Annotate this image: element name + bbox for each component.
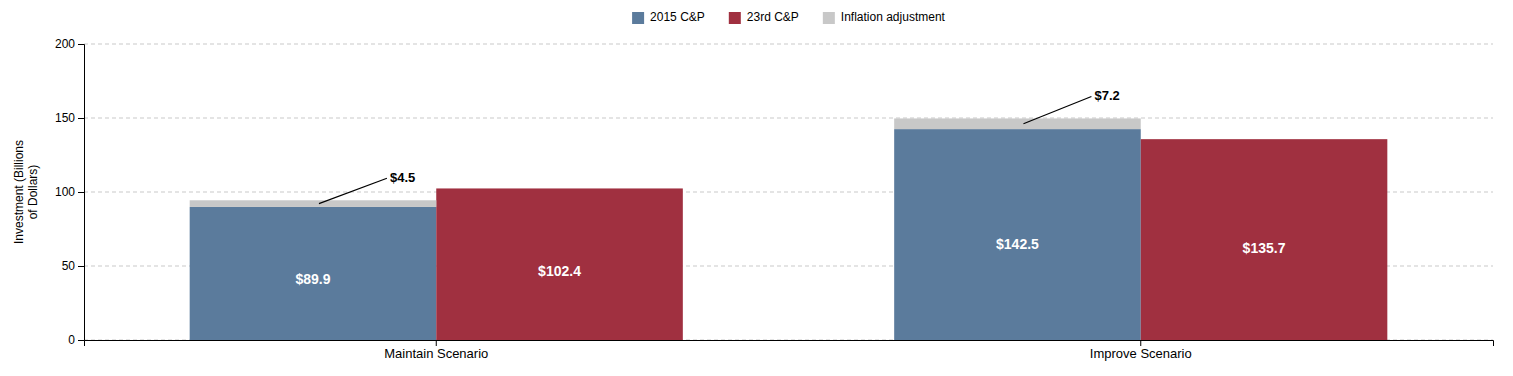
legend-item: 23rd C&P	[729, 10, 799, 24]
legend-label: 2015 C&P	[650, 10, 705, 24]
annotation: $4.5	[390, 170, 415, 185]
tick: 50	[62, 259, 84, 273]
plot: 0 50 100 150 200 Maintain Scenario Improve Sce…	[12, 37, 1494, 361]
tick-mark	[436, 340, 437, 346]
tick-mark	[78, 266, 84, 267]
legend-label: 23rd C&P	[747, 10, 799, 24]
tick-label: 100	[55, 185, 75, 199]
legend-swatch	[632, 12, 644, 24]
tick: 200	[55, 37, 84, 51]
data-label: $102.4	[538, 263, 581, 279]
tick-label: Maintain Scenario	[384, 346, 488, 361]
bar	[894, 129, 1141, 340]
tick-label: 50	[62, 259, 76, 273]
legend: 2015 C&P 23rd C&P Inflation adjustment	[632, 10, 945, 24]
bar	[1141, 139, 1388, 340]
data-label: $135.7	[1243, 240, 1286, 256]
legend-item: 2015 C&P	[632, 10, 705, 24]
axis-line	[85, 341, 1494, 347]
legend-swatch	[729, 12, 741, 24]
bar	[190, 200, 437, 207]
chart: 0 50 100 150 200 Maintain Scenario Improve Sce…	[0, 0, 1513, 376]
x-axis: Maintain Scenario Improve Scenario	[85, 340, 1494, 361]
bar	[894, 118, 1141, 129]
y-axis-title-line: Investment (Billions	[12, 140, 26, 244]
data-label: $142.5	[996, 236, 1039, 252]
grid	[84, 44, 1493, 340]
tick-mark	[78, 340, 84, 341]
bar	[190, 207, 437, 340]
tick-label: 150	[55, 111, 75, 125]
tick: Maintain Scenario	[384, 340, 488, 361]
bar	[436, 188, 683, 340]
annotation-line	[1023, 96, 1091, 123]
tick-mark	[1140, 340, 1141, 346]
data-label: $89.9	[295, 271, 330, 287]
grid-line	[84, 44, 1493, 45]
y-axis-title-line: of Dollars)	[26, 165, 40, 220]
annotation-line	[319, 178, 387, 203]
tick: Improve Scenario	[1090, 340, 1192, 361]
axis-line	[78, 45, 85, 341]
y-axis-title: Investment (Billionsof Dollars)	[12, 140, 40, 244]
bars	[190, 118, 1388, 340]
tick: 150	[55, 111, 84, 125]
annotation: $7.2	[1094, 88, 1119, 103]
tick-label: 200	[55, 37, 75, 51]
data-labels: $89.9 $142.5 $102.4 $135.7 $4.5 $7.2	[295, 88, 1285, 287]
tick-mark	[78, 118, 84, 119]
tick: 0	[68, 333, 84, 347]
legend-item: Inflation adjustment	[823, 10, 946, 24]
tick-label: 0	[68, 333, 75, 347]
tick-mark	[78, 192, 84, 193]
tick: 100	[55, 185, 84, 199]
tick-mark	[78, 44, 84, 45]
y-axis: 0 50 100 150 200	[55, 37, 85, 347]
legend-swatch	[823, 12, 835, 24]
tick-label: Improve Scenario	[1090, 346, 1192, 361]
legend-label: Inflation adjustment	[841, 10, 946, 24]
grid-line	[84, 118, 1493, 119]
